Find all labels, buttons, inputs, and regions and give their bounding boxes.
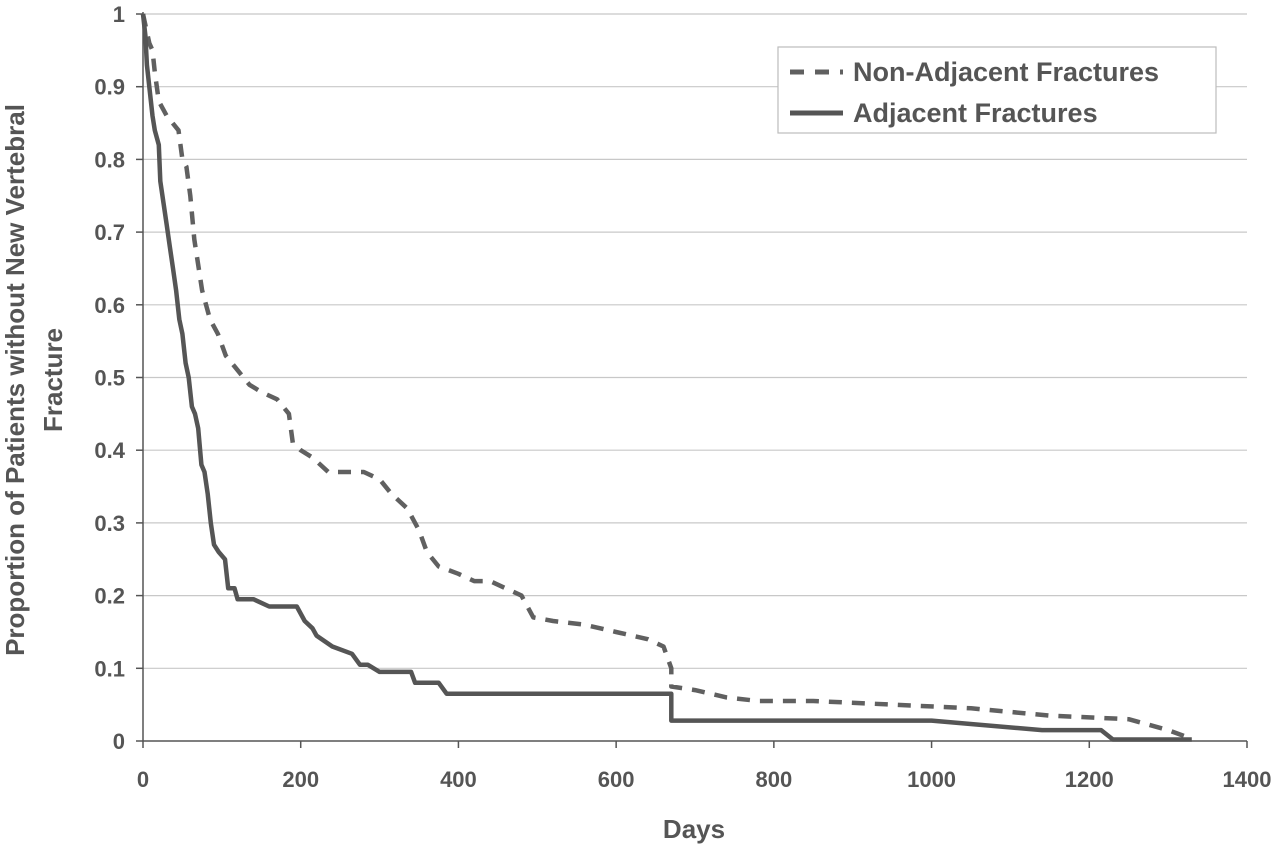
legend-label-non-adjacent: Non-Adjacent Fractures: [853, 57, 1159, 87]
y-tick-label: 0.2: [94, 584, 125, 609]
series-line-adjacent: [140, 13, 1192, 742]
y-tick-label: 0.6: [94, 293, 125, 318]
legend-label-adjacent: Adjacent Fractures: [853, 98, 1098, 128]
gridlines: [143, 13, 1247, 669]
y-axis-title-line-2: Fracture: [38, 328, 68, 432]
x-tick-label: 0: [137, 767, 149, 792]
x-tick-labels: 0 200 400 600 800 1000 1200 1400: [137, 767, 1272, 792]
y-tick-label: 0.7: [94, 220, 125, 245]
x-tick-label: 1200: [1065, 767, 1114, 792]
x-tick-label: 800: [755, 767, 792, 792]
series-line-non-adjacent: [140, 13, 1193, 741]
x-tick-label: 400: [440, 767, 477, 792]
y-tick-label: 0.3: [94, 511, 125, 536]
y-tick-labels: 0 0.1 0.2 0.3 0.4 0.5 0.6 0.7 0.8 0.9 1: [94, 2, 125, 754]
x-axis-title: Days: [663, 814, 725, 844]
legend: Non-Adjacent Fractures Adjacent Fracture…: [777, 46, 1217, 134]
x-tick-label: 200: [282, 767, 319, 792]
x-tick-label: 600: [598, 767, 635, 792]
y-tick-label: 0.9: [94, 75, 125, 100]
axes: [136, 12, 1248, 748]
y-tick-label: 1: [113, 2, 125, 27]
y-tick-label: 0: [113, 729, 125, 754]
y-tick-label: 0.5: [94, 366, 125, 391]
legend-box: [777, 46, 1217, 134]
y-axis-title: Proportion of Patients without New Verte…: [0, 104, 68, 656]
y-tick-label: 0.8: [94, 147, 125, 172]
x-tick-label: 1000: [907, 767, 956, 792]
y-tick-label: 0.4: [94, 438, 125, 463]
series-lines: [140, 13, 1193, 742]
y-axis-title-line-1: Proportion of Patients without New Verte…: [0, 104, 30, 656]
y-tick-label: 0.1: [94, 656, 125, 681]
x-tick-label: 1400: [1223, 767, 1272, 792]
